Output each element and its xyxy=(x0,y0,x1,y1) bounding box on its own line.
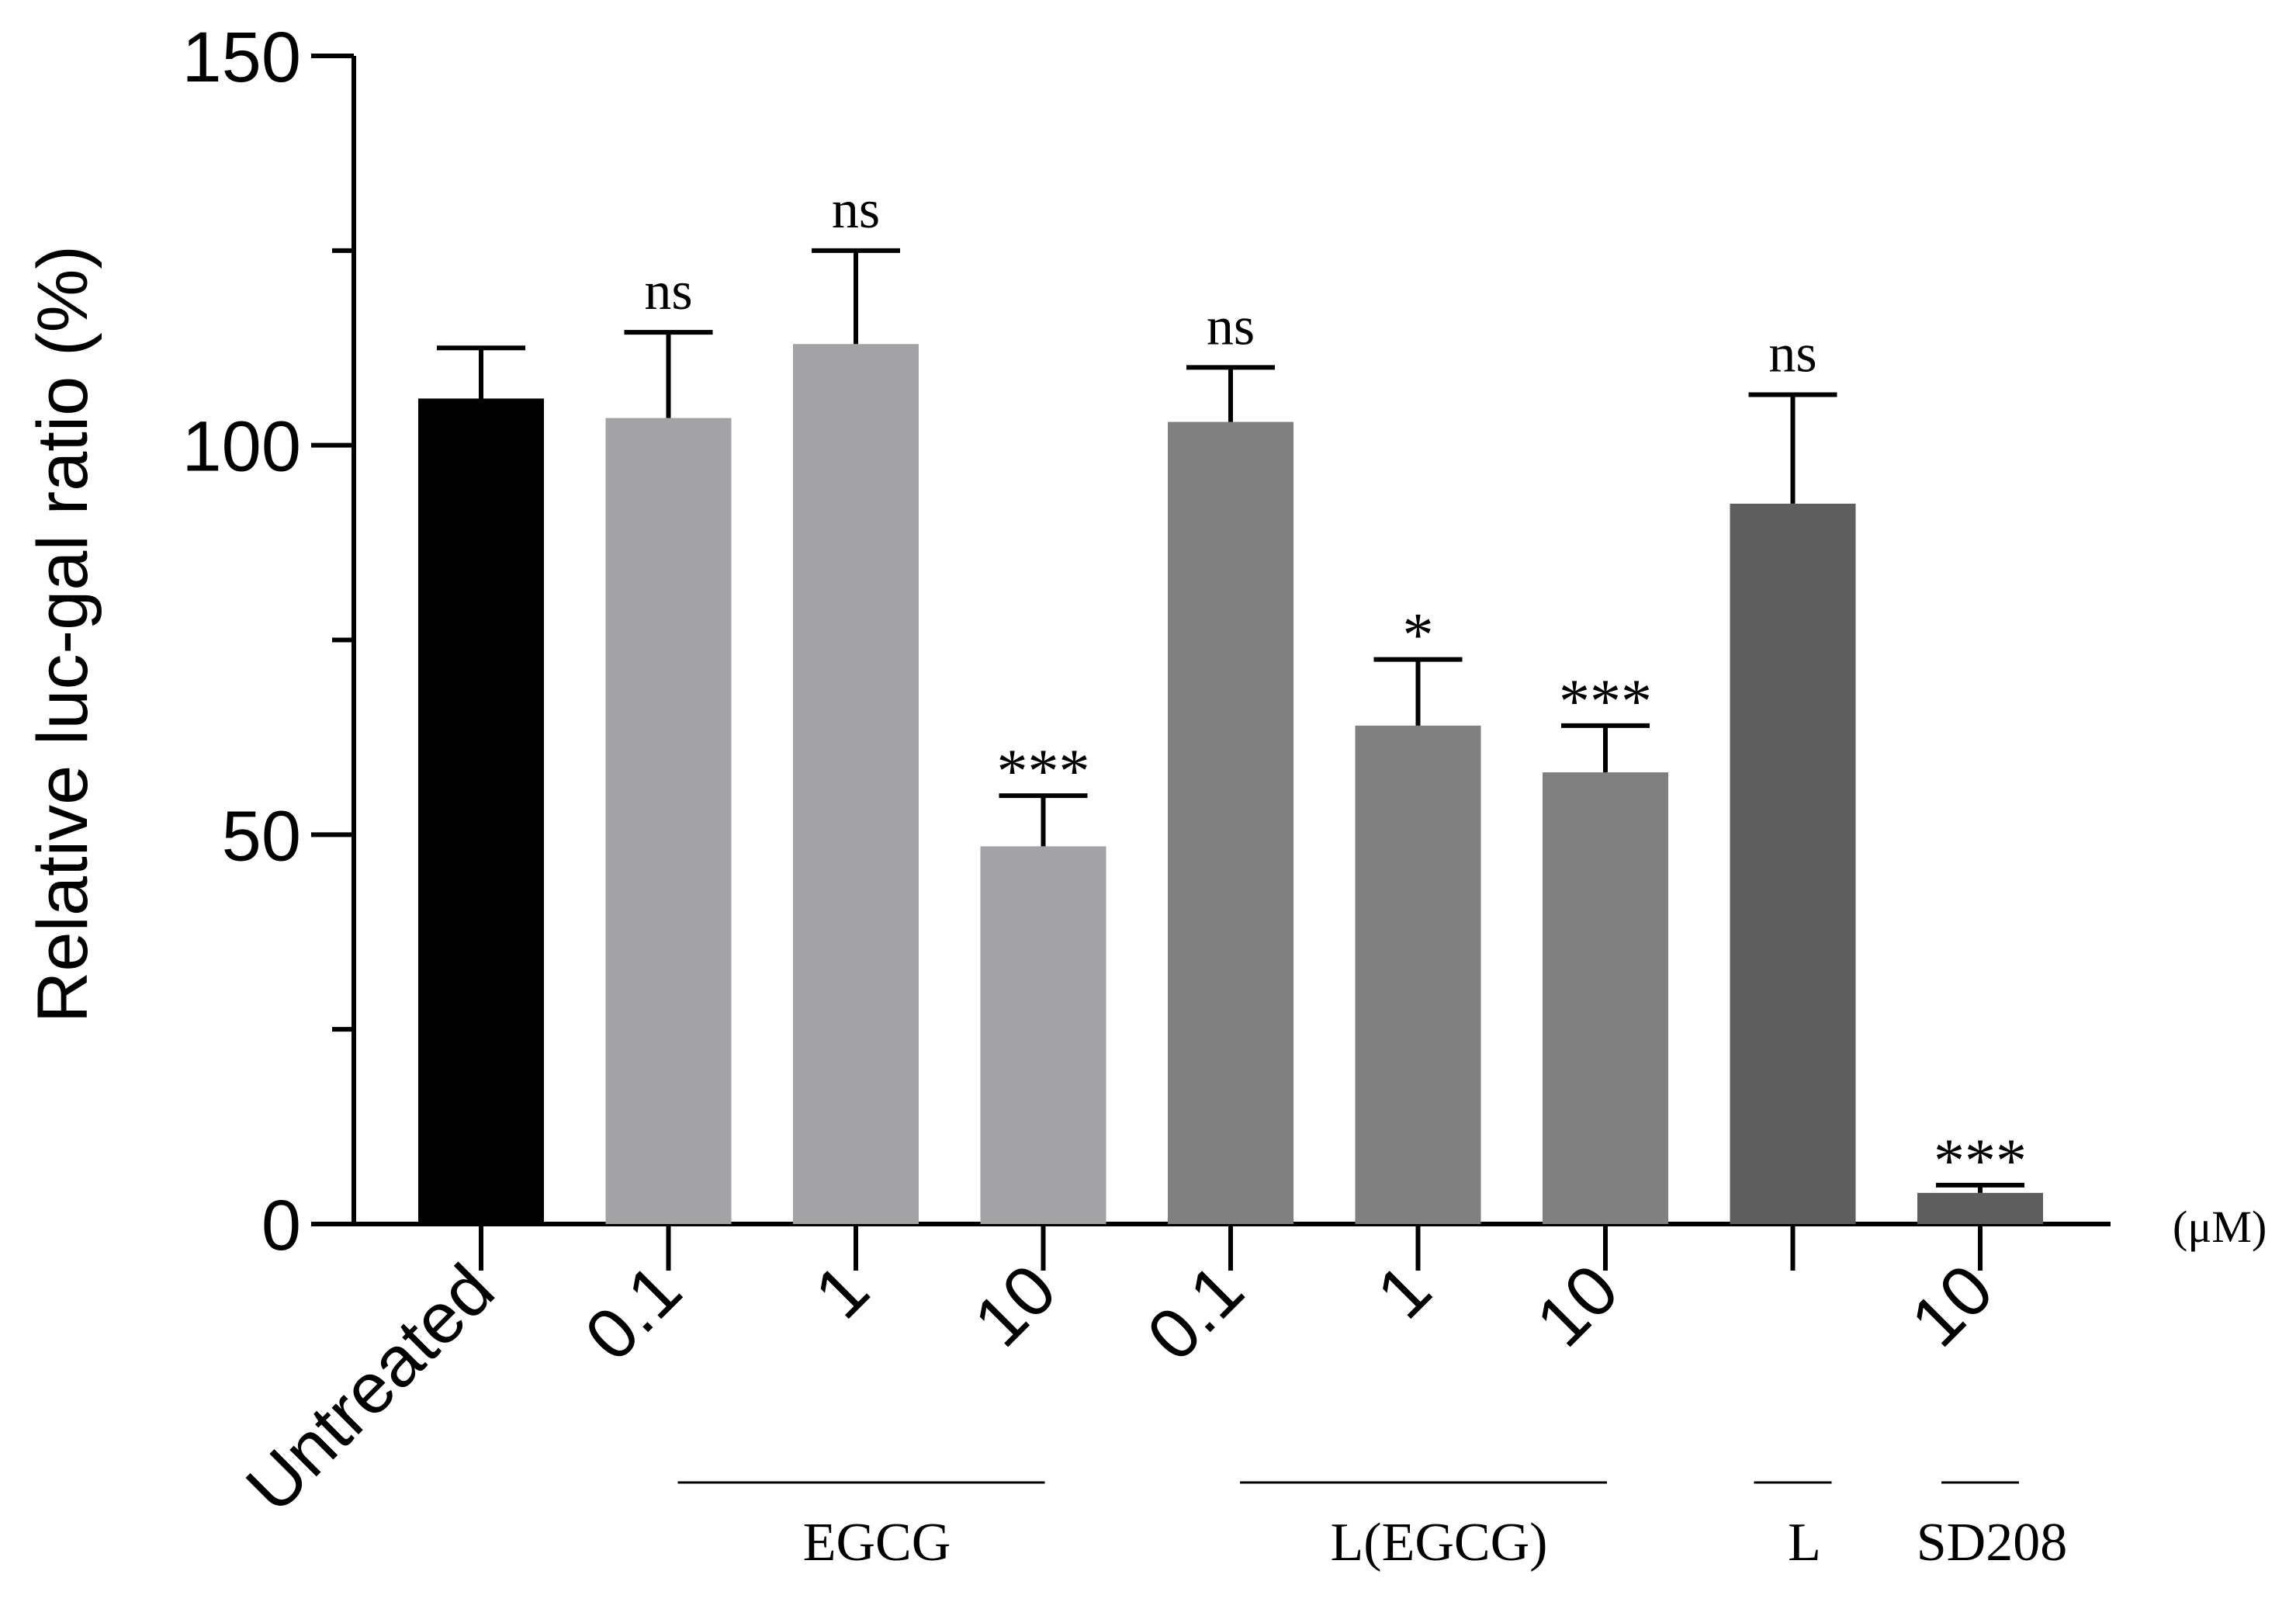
significance-label: ns xyxy=(1768,324,1816,383)
error-bars xyxy=(437,248,2024,1193)
significance-label: *** xyxy=(997,737,1090,806)
bar xyxy=(793,344,919,1224)
group-labels: EGCG L(EGCG) L SD208 xyxy=(677,1481,2067,1573)
group-label: EGCG xyxy=(803,1513,951,1573)
bar xyxy=(1917,1192,2043,1224)
group-label: L xyxy=(1788,1513,1821,1573)
group-label: SD208 xyxy=(1917,1513,2067,1573)
y-axis-label: Relative luc-gal ratio (%) xyxy=(23,245,102,1023)
unit-label: (μM) xyxy=(2173,1202,2267,1252)
bar xyxy=(1543,772,1668,1224)
significance-label: ns xyxy=(1207,296,1255,356)
x-tick-label: 0.1 xyxy=(570,1250,697,1376)
x-tick-label: 10 xyxy=(1522,1250,1633,1361)
significance-label: *** xyxy=(1934,1127,2027,1195)
x-tick-labels: Untreated 0.1 1 10 0.1 1 10 10 xyxy=(231,1250,2008,1528)
bar xyxy=(1168,421,1293,1224)
significance-label: ns xyxy=(832,180,880,240)
x-tick-label: 1 xyxy=(800,1250,884,1333)
significance-label: * xyxy=(1403,602,1434,670)
bar xyxy=(980,846,1106,1224)
y-tick-label: 0 xyxy=(261,1186,301,1265)
significance-label: ns xyxy=(644,262,692,321)
y-tick-label: 100 xyxy=(182,407,302,487)
bar xyxy=(605,418,732,1224)
bar xyxy=(1355,725,1481,1224)
y-tick-label: 150 xyxy=(182,18,302,97)
y-tick-label: 50 xyxy=(222,796,301,876)
bars xyxy=(418,344,2043,1224)
x-tick-label: 0.1 xyxy=(1133,1250,1259,1376)
x-tick-label: Untreated xyxy=(231,1250,509,1528)
x-tick-label: 1 xyxy=(1362,1250,1446,1333)
x-tick-label: 10 xyxy=(1896,1250,2008,1361)
significance-label: *** xyxy=(1559,668,1652,736)
bar xyxy=(1730,503,1856,1224)
bar xyxy=(418,398,544,1224)
group-label: L(EGCG) xyxy=(1331,1513,1548,1573)
x-tick-label: 10 xyxy=(959,1250,1071,1361)
